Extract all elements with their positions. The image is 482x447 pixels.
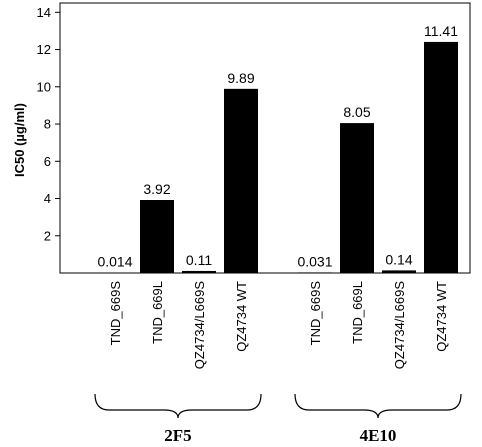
bar xyxy=(382,270,416,273)
group-label: 2F5 xyxy=(164,426,191,445)
y-tick-label: 12 xyxy=(37,42,51,57)
data-label: 0.031 xyxy=(297,253,332,269)
y-tick-label: 8 xyxy=(44,117,51,132)
y-tick-label: 10 xyxy=(37,79,51,94)
category-label: QZ4734 WT xyxy=(234,281,249,352)
category-label: QZ4734/L669S xyxy=(192,281,207,370)
y-tick-label: 2 xyxy=(44,228,51,243)
category-label: TND_669L xyxy=(350,281,365,344)
category-label: TND_669S xyxy=(108,281,123,346)
group-brace xyxy=(294,393,462,419)
bar xyxy=(182,270,216,273)
category-label: TND_669L xyxy=(150,281,165,344)
axes: 2 4 6 8 10 12 14 xyxy=(37,2,471,274)
y-tick-label: 4 xyxy=(44,191,51,206)
data-label: 0.11 xyxy=(186,252,212,268)
bar xyxy=(224,88,258,274)
data-label: 9.89 xyxy=(227,70,254,86)
category-label: QZ4734 WT xyxy=(434,281,449,352)
bar xyxy=(298,272,332,273)
data-label: 3.92 xyxy=(143,181,170,197)
data-label: 8.05 xyxy=(343,104,370,120)
group-label: 4E10 xyxy=(360,426,397,445)
category-label: TND_669S xyxy=(308,281,323,346)
bar xyxy=(98,272,132,274)
bar xyxy=(140,200,174,273)
plot-frame xyxy=(59,2,471,274)
bars xyxy=(98,41,458,274)
category-labels: TND_669S TND_669L QZ4734/L669S QZ4734 WT TND… xyxy=(108,281,449,370)
data-label: 0.14 xyxy=(385,251,412,267)
value-labels: 0.014 3.92 0.11 9.89 0.031 8.05 0.14 11.41 xyxy=(97,23,458,270)
bar xyxy=(340,123,374,273)
group-brackets: 2F5 4E10 xyxy=(94,393,462,445)
data-label: 0.014 xyxy=(97,254,132,270)
category-label: QZ4734/L669S xyxy=(392,281,407,370)
group-brace xyxy=(94,393,262,419)
data-label: 11.41 xyxy=(424,23,458,39)
y-axis-label: IC50 (µg/ml) xyxy=(12,103,27,177)
y-tick-label: 6 xyxy=(44,154,51,169)
y-tick-label: 14 xyxy=(37,5,51,20)
bar xyxy=(424,41,458,274)
